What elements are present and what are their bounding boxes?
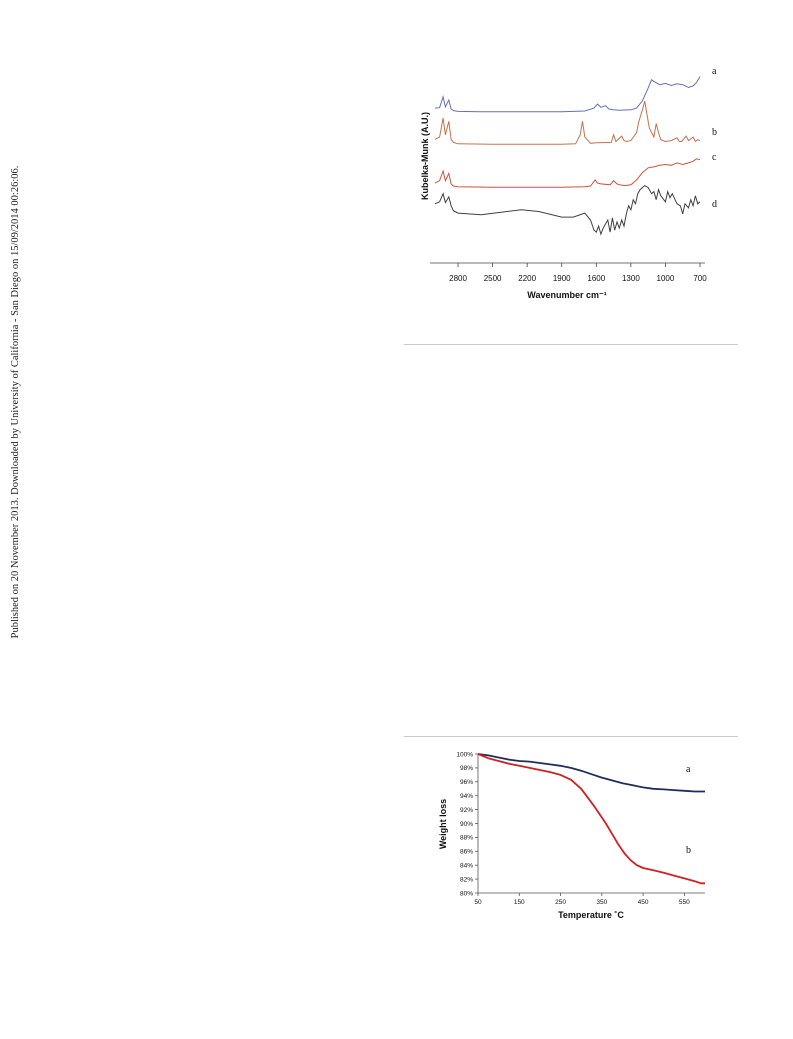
tga-series-label-b: b bbox=[686, 845, 691, 856]
tga-x-tick-label: 250 bbox=[555, 899, 566, 906]
tga-series-b bbox=[477, 753, 705, 885]
ftir-series-b bbox=[434, 100, 701, 145]
tga-y-tick-label: 86% bbox=[460, 849, 473, 856]
ftir-series-d bbox=[434, 184, 701, 236]
tga-y-tick-label: 80% bbox=[460, 890, 473, 897]
ftir-series-a bbox=[434, 76, 701, 113]
tga-y-axis-title: Weight loss bbox=[438, 799, 448, 849]
ftir-x-tick-label: 1000 bbox=[657, 274, 675, 283]
tga-x-axis-title: Temperature ˚C bbox=[558, 910, 624, 920]
ftir-x-tick-label: 2800 bbox=[449, 274, 467, 283]
ftir-series-c bbox=[434, 158, 701, 188]
ftir-x-tick-label: 2200 bbox=[518, 274, 536, 283]
ftir-series-label-d: d bbox=[712, 199, 717, 210]
ftir-x-tick-label: 1600 bbox=[587, 274, 605, 283]
tga-y-tick-label: 92% bbox=[460, 807, 473, 814]
tga-x-tick-label: 550 bbox=[679, 899, 690, 906]
tga-y-tick-label: 100% bbox=[456, 751, 473, 758]
tga-y-tick-label: 90% bbox=[460, 821, 473, 828]
tga-x-tick-label: 350 bbox=[596, 899, 607, 906]
tga-x-tick-label: 150 bbox=[514, 899, 525, 906]
tga-y-tick-label: 96% bbox=[460, 779, 473, 786]
tga-series-a bbox=[477, 753, 705, 793]
ftir-x-tick-label: 700 bbox=[693, 274, 707, 283]
ftir-series-label-b: b bbox=[712, 127, 717, 138]
ftir-x-tick-label: 1900 bbox=[553, 274, 571, 283]
tga-x-tick-label: 50 bbox=[474, 899, 482, 906]
tga-y-tick-label: 94% bbox=[460, 793, 473, 800]
ftir-series-label-a: a bbox=[712, 66, 717, 77]
tga-x-tick-label: 450 bbox=[638, 899, 649, 906]
tga-y-tick-label: 88% bbox=[460, 835, 473, 842]
ftir-y-axis-title: Kubelka-Munk (A.U.) bbox=[420, 112, 430, 200]
figure-divider-top bbox=[404, 344, 738, 345]
ftir-x-axis-title: Wavenumber cm⁻¹ bbox=[527, 290, 606, 300]
ftir-x-tick-label: 1300 bbox=[622, 274, 640, 283]
tga-series-label-a: a bbox=[686, 764, 691, 775]
tga-y-tick-label: 98% bbox=[460, 765, 473, 772]
ftir-series-label-c: c bbox=[712, 152, 717, 163]
tga-y-tick-label: 84% bbox=[460, 863, 473, 870]
ftir-x-tick-label: 2500 bbox=[484, 274, 502, 283]
figure-divider-bottom bbox=[404, 736, 738, 737]
tga-y-tick-label: 82% bbox=[460, 876, 473, 883]
